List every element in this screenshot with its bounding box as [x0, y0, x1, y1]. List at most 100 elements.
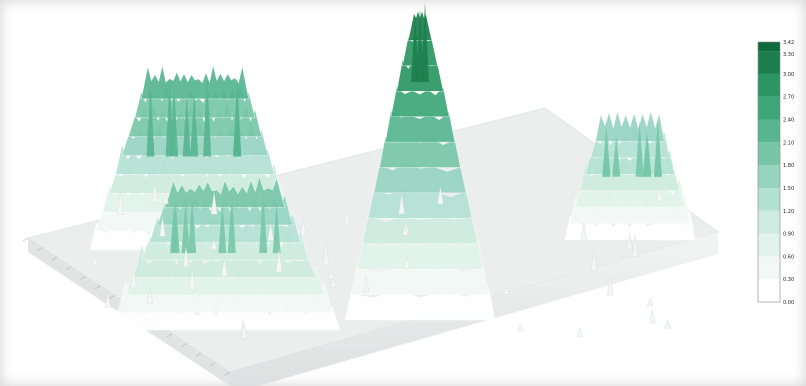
colorbar-band — [758, 96, 780, 120]
colorbar-border — [757, 41, 781, 303]
base-noise-spikes — [91, 181, 671, 339]
left-massif-front — [109, 175, 341, 331]
colorbar-band — [758, 210, 780, 234]
colorbar-tick-label: 1.50 — [783, 186, 794, 192]
surface-spike — [516, 323, 524, 331]
surface-spike — [631, 235, 639, 257]
surface-spike — [398, 193, 405, 215]
colorbar-tick-label: 2.10 — [783, 140, 794, 146]
colorbar-band — [758, 51, 780, 74]
colorbar-tick-label: 3.42 — [783, 40, 794, 46]
surface-band — [362, 214, 479, 245]
axis-tick — [224, 372, 230, 376]
surface-spike — [151, 181, 158, 203]
colorbar-band — [758, 187, 780, 211]
surface-spike — [182, 247, 190, 267]
colorbar-band — [758, 119, 780, 143]
axis-tick — [22, 237, 29, 242]
surface-spike — [267, 223, 274, 241]
colorbar-tick-label: 3.00 — [783, 72, 794, 78]
axis-tick — [195, 352, 201, 357]
axis-tick — [210, 362, 216, 367]
surface-spike — [171, 199, 180, 253]
surface-spike — [646, 297, 654, 307]
surface-spike — [188, 197, 197, 253]
surface-spike — [91, 253, 98, 267]
surface-spike — [626, 233, 633, 250]
surface-spike — [190, 91, 199, 157]
colorbar-band — [758, 42, 780, 52]
surface-spike — [210, 238, 218, 250]
surface-spike — [576, 326, 584, 337]
surface-spike — [653, 119, 662, 177]
axis-tick — [166, 333, 173, 338]
colorbar-tick-label: 2.70 — [783, 95, 794, 101]
surface-spike — [403, 256, 410, 269]
surface-spike — [165, 78, 174, 157]
surface-spike — [401, 225, 409, 236]
axis-tick — [94, 285, 101, 290]
surface-spike — [130, 267, 137, 289]
surface-spike — [580, 222, 588, 242]
surface-spike — [188, 267, 196, 291]
surface-spike — [272, 203, 281, 253]
surface-spike — [635, 120, 644, 177]
surface-spike — [221, 257, 228, 277]
axis-tick — [80, 276, 86, 280]
surface-spike — [437, 186, 444, 205]
surface-spike — [117, 191, 124, 215]
surface-spike — [218, 202, 227, 253]
surface-spike — [362, 276, 370, 293]
surface-spike — [146, 83, 155, 157]
surface-band — [595, 110, 665, 142]
colorbar-tick-label: 3.30 — [783, 52, 794, 58]
surface-spike — [162, 193, 169, 204]
colorbar-tick-label: 2.40 — [783, 118, 794, 124]
surface-spike — [259, 190, 268, 253]
axis-tick — [37, 247, 43, 251]
surface-spike — [664, 319, 671, 329]
colorbar-tick-label: 1.80 — [783, 163, 794, 169]
right-cluster — [564, 110, 696, 241]
surface-spike — [210, 192, 218, 215]
axis-tick — [181, 343, 187, 347]
surface-spike — [227, 191, 236, 253]
surface-spike — [146, 288, 154, 304]
colorbar-band — [758, 142, 780, 166]
surface-spike — [503, 286, 510, 295]
surface-spike — [181, 198, 190, 253]
central-cone — [344, 2, 496, 321]
colorbar-band — [758, 256, 780, 280]
surface-spike — [643, 134, 652, 177]
surface-band — [141, 65, 249, 100]
colorbar-tick-label: 0.30 — [783, 277, 794, 283]
surface-spike — [607, 276, 614, 296]
surface-spike — [275, 249, 283, 273]
surface-spike — [343, 209, 351, 225]
colorbar-band — [758, 233, 780, 257]
surface-spike — [159, 217, 166, 237]
surface-spike — [203, 74, 212, 157]
axis-tick — [66, 266, 72, 271]
axis-tick — [51, 256, 57, 261]
surface-spike — [649, 309, 656, 324]
surface-spike — [104, 292, 112, 308]
surface-spike — [421, 2, 429, 83]
colorbar-band — [758, 165, 780, 188]
colorbar-tick-label: 0.90 — [783, 232, 794, 238]
surface-spike — [330, 275, 337, 288]
colorbar-band — [758, 279, 780, 302]
surface-spike — [299, 218, 307, 237]
surface-spike — [240, 323, 248, 339]
colorbar-band — [758, 73, 780, 97]
surface-spike — [327, 269, 335, 280]
surface-spike — [233, 76, 242, 157]
colorbar-legend: 3.42 3.30 3.00 2.70 2.40 2.10 1.80 1.50 1.20 0.90… — [757, 40, 794, 306]
surface-spike — [322, 242, 330, 266]
axis-tick — [109, 295, 115, 299]
surface-spike — [656, 187, 663, 202]
colorbar-tick-label: 0.00 — [783, 300, 794, 306]
surface-spike — [182, 94, 191, 157]
